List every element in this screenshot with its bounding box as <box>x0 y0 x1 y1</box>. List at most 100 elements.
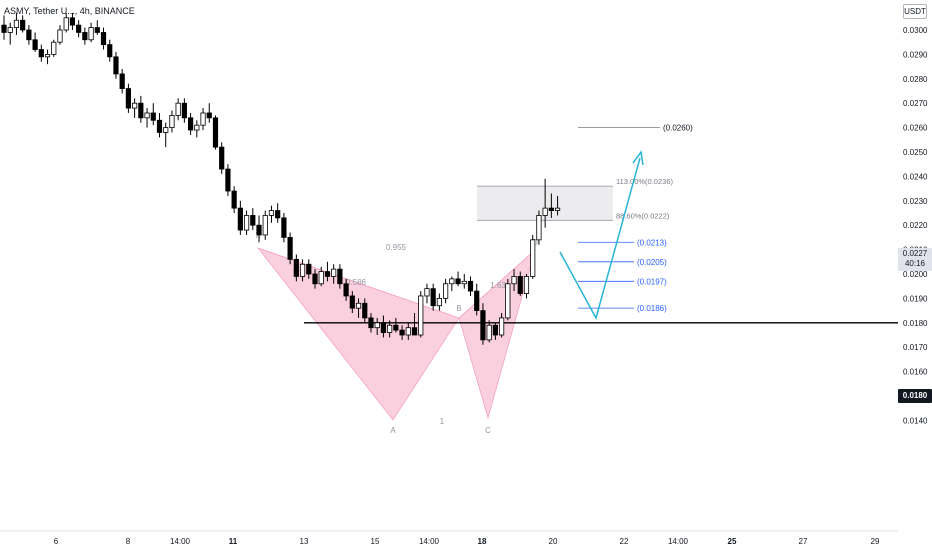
candle-body <box>156 119 163 133</box>
candle-body <box>399 329 405 336</box>
time-tick-label: 18 <box>478 537 487 546</box>
candle-body <box>7 27 13 33</box>
price-tick-label: 0.0260 <box>903 124 928 133</box>
time-tick-label: 8 <box>126 537 131 546</box>
price-tick-label: 0.0140 <box>903 416 928 425</box>
candle-body <box>250 215 256 226</box>
price-tick-label: 0.0200 <box>903 270 928 279</box>
point-b-label: B <box>456 304 461 313</box>
candle-body <box>268 210 275 216</box>
candle-body <box>517 276 523 294</box>
candle-body <box>343 283 349 297</box>
candle-body <box>467 280 474 292</box>
time-tick-label: 29 <box>871 537 880 546</box>
candle-body <box>337 268 343 285</box>
time-tick-label: 20 <box>549 537 558 546</box>
candle-body <box>393 324 399 331</box>
point-x-label: X <box>255 231 261 240</box>
time-tick-label: 15 <box>371 537 380 546</box>
price-tick-label: 0.0190 <box>903 294 928 303</box>
projection-path[interactable] <box>559 157 641 320</box>
price-tick-label: 0.0270 <box>903 99 928 108</box>
time-scale[interactable]: 6 8 14:00 11 13 15 14:00 18 20 22 14:00 25 27 29 <box>0 530 898 546</box>
candle-body <box>13 19 20 28</box>
ratio-xb-label: 0.586 <box>346 278 367 287</box>
ratio-xd-label: 0.955 <box>386 243 407 252</box>
candle-body <box>480 310 486 341</box>
price-tick-label: 0.0220 <box>903 221 928 230</box>
candle-body <box>430 288 436 307</box>
candle-body <box>144 112 150 119</box>
price-tick-label: 0.0290 <box>903 50 928 59</box>
price-tick-label: 0.0180 <box>903 319 928 328</box>
candle-body <box>44 54 51 58</box>
target-levels[interactable]: (0.0260) (0.0213) (0.0205) (0.0197) (0.0186) <box>578 124 693 314</box>
candle-body <box>498 317 505 336</box>
candle-body <box>536 215 542 241</box>
candle-body <box>349 295 355 309</box>
candle-body <box>262 215 268 236</box>
fib-113-label: 113.00%(0.0236) <box>616 177 673 186</box>
candle-body <box>219 146 225 170</box>
candle-body <box>355 302 362 309</box>
candle-body <box>455 278 461 285</box>
candle-body <box>57 29 63 43</box>
candle-body <box>94 27 100 33</box>
candle-body <box>436 297 443 307</box>
candle-body <box>51 41 57 55</box>
pattern-xab-triangle[interactable] <box>257 247 460 421</box>
candle-body <box>38 49 44 58</box>
candle-body <box>169 115 175 129</box>
candle-body <box>405 327 411 336</box>
fib-886-label: 88.60%(0.0222) <box>616 211 670 220</box>
target-label: (0.0186) <box>637 304 667 313</box>
candle-body <box>82 32 88 41</box>
time-tick-label: 13 <box>300 537 309 546</box>
candle-body <box>225 168 231 192</box>
candle-body <box>548 207 554 211</box>
candle-body <box>281 217 287 238</box>
point-a-label: A <box>390 426 396 435</box>
candle-body <box>63 17 69 31</box>
level-price-tag: 0.0180 <box>898 389 932 403</box>
candle-body <box>243 215 250 231</box>
candle-body <box>194 124 200 131</box>
time-tick-label: 6 <box>54 537 59 546</box>
candle-body <box>530 239 536 277</box>
time-tick-label: 14:00 <box>170 537 191 546</box>
candle-body <box>418 295 424 336</box>
price-tick-label: 0.0230 <box>903 197 928 206</box>
price-scale[interactable]: 0.0300 0.0290 0.0280 0.0270 0.0260 0.0250 0.02… <box>903 26 928 425</box>
candle-body <box>88 27 94 41</box>
candle-body <box>312 273 318 285</box>
candle-body <box>486 324 492 341</box>
candle-body <box>505 283 511 319</box>
ratio-ac-label: 1 <box>440 417 445 426</box>
candle-body <box>293 258 299 277</box>
currency-button[interactable]: USDT <box>903 4 927 19</box>
candle-body <box>275 210 281 219</box>
time-tick-label: 22 <box>620 537 629 546</box>
candles <box>1 12 561 345</box>
candle-body <box>113 56 119 75</box>
candle-body <box>256 224 262 236</box>
candle-body <box>306 263 312 275</box>
price-tick-label: 0.0240 <box>903 172 928 181</box>
candle-body <box>138 102 144 119</box>
candle-body <box>331 268 337 277</box>
candle-body <box>32 39 38 50</box>
time-tick-label: 14:00 <box>419 537 440 546</box>
candle-body <box>461 280 467 285</box>
symbol-title[interactable]: ASMY, Tether U..., 4h, BINANCE <box>4 6 135 16</box>
candle-body <box>424 288 430 297</box>
arrow-head <box>632 150 644 166</box>
candle-body <box>411 327 418 336</box>
candle-body <box>100 32 107 46</box>
candle-body <box>554 207 561 211</box>
projection-arrow[interactable] <box>559 150 644 320</box>
candle-body <box>200 112 206 126</box>
candle-body <box>299 263 306 277</box>
candle-body <box>380 322 387 333</box>
